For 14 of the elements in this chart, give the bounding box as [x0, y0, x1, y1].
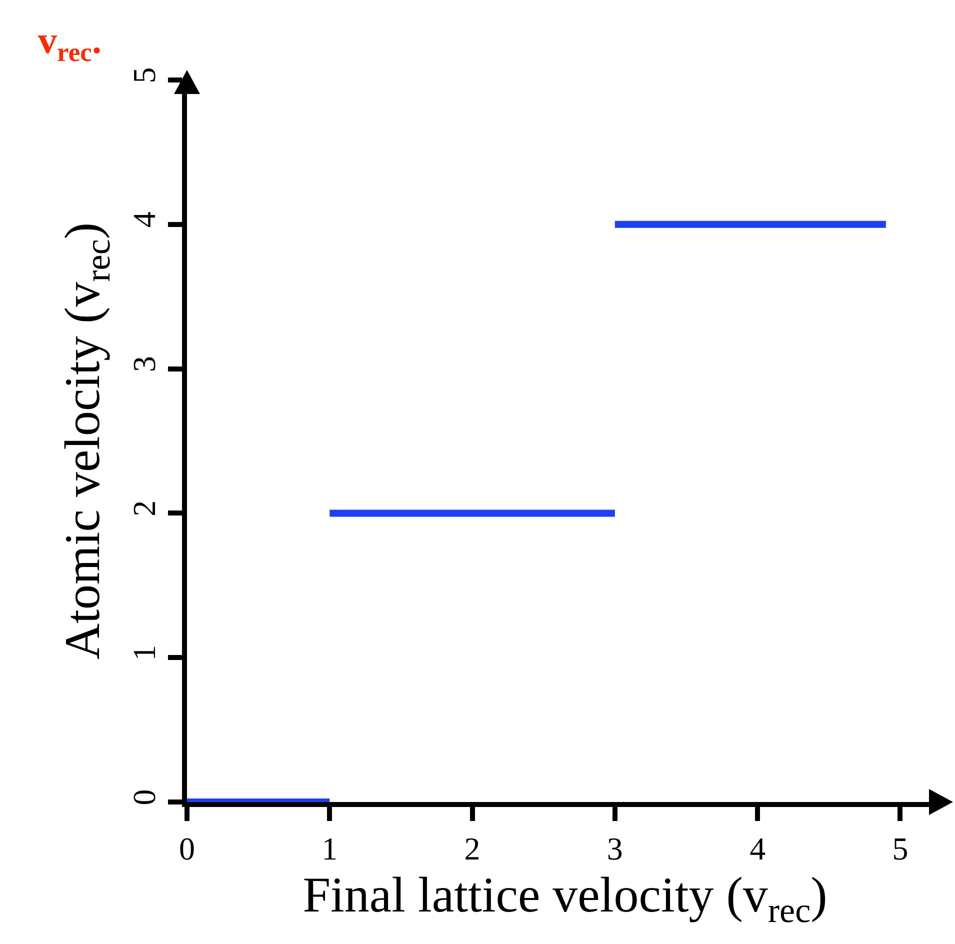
y-tick-label: 0	[126, 789, 162, 806]
x-tick-label: 1	[322, 830, 338, 866]
x-tick-label: 5	[892, 830, 908, 866]
x-axis-title: Final lattice velocity (v$_{rec}$)	[302, 866, 828, 930]
x-tick-label: 4	[750, 830, 766, 866]
x-tick-label: 3	[606, 830, 623, 866]
y-tick-label: 3	[126, 356, 162, 372]
y-tick-label: 1	[126, 644, 162, 661]
y-tick-label: 2	[126, 500, 162, 516]
text: v$_{rec}$.	[38, 20, 102, 67]
y-tick-label: 5	[126, 67, 162, 84]
x-tick-label: 0	[179, 830, 195, 866]
y-tick-label: 4	[126, 212, 162, 228]
x-tick-label: 2	[464, 830, 480, 866]
